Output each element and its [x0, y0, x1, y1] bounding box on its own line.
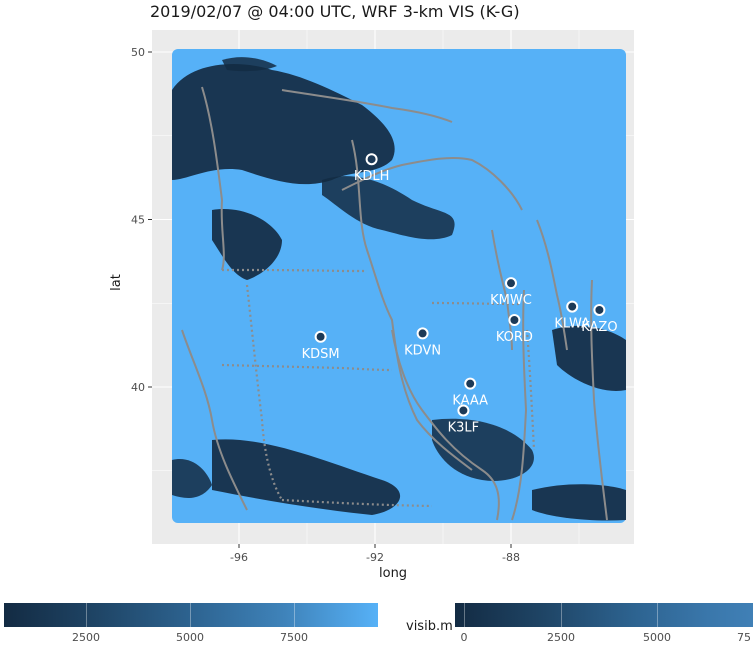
state-border-in-oh — [590, 279, 608, 521]
station-label: KAZO — [581, 320, 617, 335]
station-marker — [365, 153, 378, 166]
coast-lake-michigan-west — [491, 229, 513, 351]
state-border-ia-mn — [221, 268, 367, 273]
legend-tick — [86, 603, 87, 627]
coast-lake-michigan-east — [536, 219, 568, 351]
station-k3lf: K3LF — [448, 404, 480, 435]
legend-title: visib.m — [406, 619, 453, 634]
colorbar-left — [4, 603, 378, 627]
legend-right-label: 0 — [460, 631, 468, 644]
station-kord: KORD — [496, 314, 533, 345]
station-kmwc: KMWC — [490, 277, 532, 308]
y-tick-labels: 50 45 40 — [131, 46, 152, 394]
lake-michigan-dark — [552, 325, 626, 391]
state-border-ia-mo — [221, 363, 393, 372]
x-axis-title: long — [379, 566, 408, 581]
low-visibility-areas — [172, 57, 626, 521]
y-tick-label: 40 — [131, 381, 145, 394]
station-marker — [416, 327, 429, 340]
fog-south-band — [212, 439, 401, 515]
x-tick-label: -88 — [502, 551, 520, 564]
station-label: KORD — [496, 330, 533, 345]
x-tick-label: -96 — [230, 551, 248, 564]
river-mississippi — [391, 329, 500, 521]
station-kazo: KAZO — [581, 303, 618, 335]
state-border-wi-mi — [351, 139, 473, 471]
station-label: K3LF — [448, 420, 480, 435]
station-marker — [508, 314, 521, 326]
station-marker — [593, 303, 606, 316]
state-border-dotted-east — [525, 329, 536, 451]
cloud-north-west — [172, 64, 395, 185]
map-panel: KDLH KMWC KLWA KAZO KORD KDSM KDVN KAAA K3LF — [152, 30, 634, 544]
y-tick-label: 50 — [131, 46, 145, 59]
x-tick-label: -92 — [366, 551, 384, 564]
station-label: KDSM — [302, 347, 340, 362]
station-label: KDVN — [404, 343, 441, 358]
cloud-dlh-band — [322, 176, 455, 240]
cloud-north-tip — [222, 57, 277, 72]
station-marker — [464, 377, 477, 390]
legend-tick — [561, 603, 562, 627]
y-axis-title: lat — [108, 274, 124, 291]
legend-right-label: 2500 — [547, 631, 575, 644]
station-marker — [566, 300, 579, 313]
station-kdlh: KDLH — [354, 153, 390, 184]
fog-south-east — [432, 418, 534, 481]
y-tick-label: 45 — [131, 214, 145, 227]
station-kdvn: KDVN — [404, 327, 441, 358]
legend-tick — [190, 603, 191, 627]
station-label: KMWC — [490, 293, 532, 308]
station-kdsm: KDSM — [302, 330, 340, 362]
station-label: KDLH — [354, 169, 390, 184]
river-missouri — [181, 329, 248, 511]
station-label: KLWA — [554, 317, 590, 332]
legend-tick — [464, 603, 465, 627]
station-klwa: KLWA — [554, 300, 590, 332]
station-marker — [505, 277, 517, 290]
state-border-il-in — [511, 289, 528, 521]
state-border-il-wi — [431, 301, 523, 306]
fog-east-edge — [532, 484, 626, 521]
station-label: KAAA — [452, 394, 488, 409]
legend-tick — [294, 603, 295, 627]
legend-right-label: 5000 — [643, 631, 671, 644]
station-marker — [314, 330, 327, 343]
map-title: 2019/02/07 @ 04:00 UTC, WRF 3-km VIS (K-… — [150, 2, 520, 21]
legend-left-label: 7500 — [280, 631, 308, 644]
state-border-mn-wi — [201, 86, 225, 271]
legend-left-label: 2500 — [72, 631, 100, 644]
state-borders — [181, 86, 608, 521]
x-tick-labels: -96 -92 -88 — [230, 544, 520, 564]
state-border-north — [281, 89, 453, 123]
legend-right-label: 75 — [737, 631, 751, 644]
station-marker — [457, 404, 470, 417]
legend-tick — [657, 603, 658, 627]
colorbar-right — [455, 603, 753, 627]
legend-left-label: 5000 — [176, 631, 204, 644]
fog-south-west — [172, 459, 212, 498]
cloud-west-streak — [212, 209, 282, 280]
state-border-dotted-west — [245, 284, 283, 501]
coast-lake-superior — [341, 156, 523, 211]
